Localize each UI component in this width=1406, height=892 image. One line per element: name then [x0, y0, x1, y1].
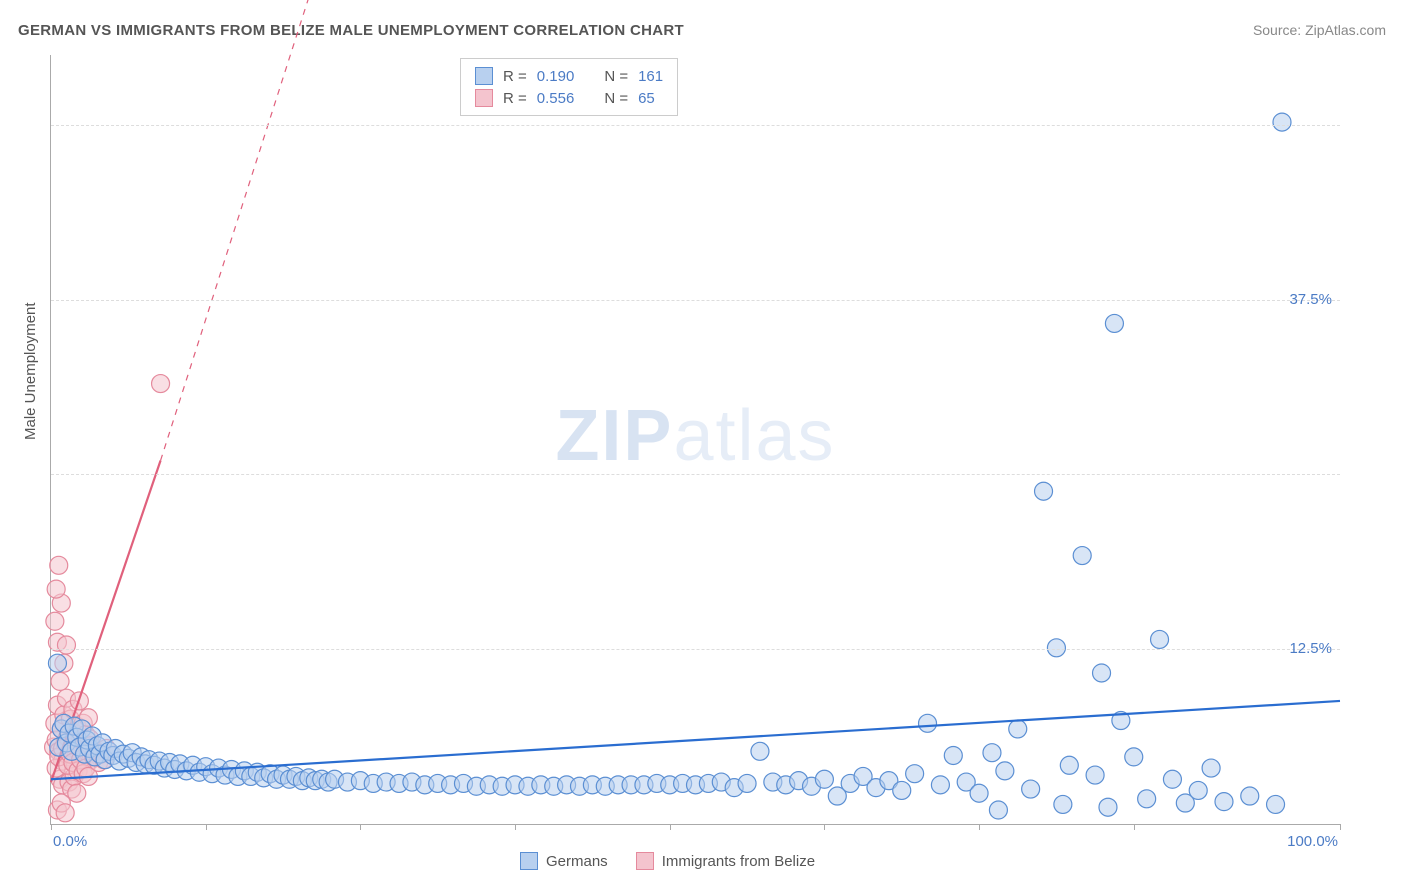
n-value-germans: 161	[638, 68, 663, 85]
legend-item-belize: Immigrants from Belize	[636, 852, 815, 870]
n-label-2: N =	[604, 90, 628, 107]
x-tick-label-max: 100.0%	[1287, 833, 1338, 850]
swatch-germans	[475, 67, 493, 85]
legend-swatch-belize	[636, 852, 654, 870]
bottom-legend: Germans Immigrants from Belize	[520, 852, 815, 870]
chart-source: Source: ZipAtlas.com	[1253, 22, 1386, 38]
stats-row-belize: R = 0.556 N = 65	[475, 87, 663, 109]
chart-title: GERMAN VS IMMIGRANTS FROM BELIZE MALE UN…	[18, 22, 684, 39]
legend-swatch-germans	[520, 852, 538, 870]
r-label: R =	[503, 68, 527, 85]
y-axis-label: Male Unemployment	[22, 302, 39, 440]
y-tick-label: 12.5%	[1289, 640, 1332, 657]
stats-row-germans: R = 0.190 N = 161	[475, 65, 663, 87]
r-value-germans: 0.190	[537, 68, 575, 85]
y-tick-label: 37.5%	[1289, 291, 1332, 308]
legend-label-germans: Germans	[546, 853, 608, 870]
legend-label-belize: Immigrants from Belize	[662, 853, 815, 870]
stats-legend: R = 0.190 N = 161 R = 0.556 N = 65	[460, 58, 678, 116]
swatch-belize	[475, 89, 493, 107]
n-value-belize: 65	[638, 90, 655, 107]
legend-item-germans: Germans	[520, 852, 608, 870]
x-tick-label-min: 0.0%	[53, 833, 87, 850]
r-label-2: R =	[503, 90, 527, 107]
scatter-svg	[51, 55, 1340, 824]
n-label: N =	[604, 68, 628, 85]
plot-area: ZIPatlas 12.5%37.5%0.0%100.0%	[50, 55, 1340, 825]
r-value-belize: 0.556	[537, 90, 575, 107]
chart-container: GERMAN VS IMMIGRANTS FROM BELIZE MALE UN…	[0, 0, 1406, 892]
